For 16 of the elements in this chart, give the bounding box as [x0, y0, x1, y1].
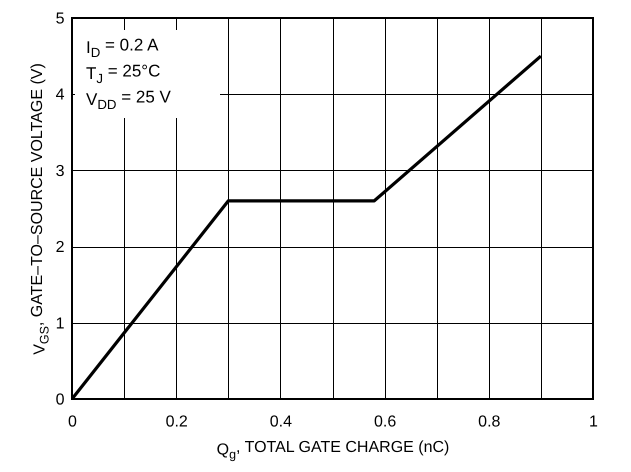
x-tick-label: 0.8 [478, 414, 501, 430]
y-tick-label: 4 [56, 86, 65, 104]
x-tick-label: 0.2 [166, 414, 188, 430]
x-tick-label: 1 [589, 414, 598, 430]
x-axis-title: Q$_{g}$, TOTAL GATE CHARGE (nC) [216, 439, 450, 462]
y-tick-label: 0 [56, 392, 65, 408]
y-tick-label: 3 [56, 162, 65, 180]
x-tick-label: 0 [68, 414, 78, 430]
x-tick-label: 0.4 [270, 414, 292, 430]
annotation: T$_{J}$ = 25°C [86, 61, 160, 86]
annotation: V$_{DD}$ = 25 V [86, 87, 172, 112]
x-tick-label: 0.6 [374, 414, 396, 430]
y-tick-label: 5 [56, 10, 65, 28]
y-tick-label: 2 [56, 239, 65, 256]
annotation: I$_{D}$ = 0.2 A [86, 35, 160, 60]
y-tick-label: 1 [56, 315, 65, 332]
